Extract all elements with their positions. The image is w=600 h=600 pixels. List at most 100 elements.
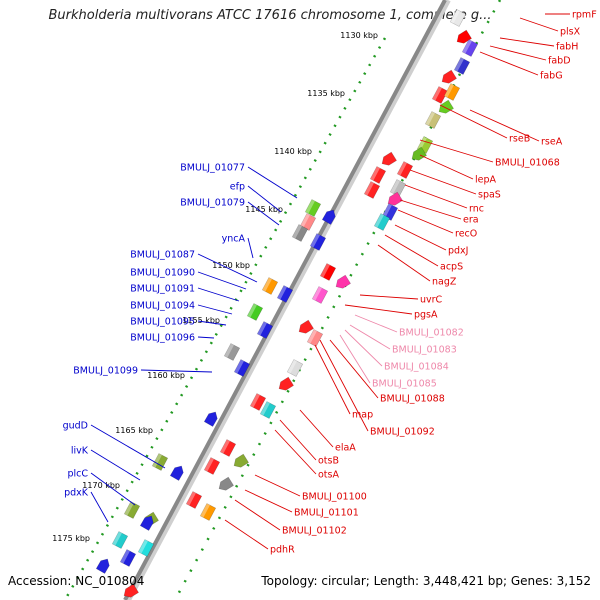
gene-feature (256, 321, 274, 339)
ruler-label: 1160 kbp (147, 371, 185, 380)
gene-feature (309, 233, 327, 251)
label-line (419, 154, 474, 180)
gene-feature (151, 453, 169, 471)
gene-feature (369, 166, 387, 184)
gene-feature (286, 359, 304, 377)
ruler-label: 1155 kbp (182, 316, 220, 325)
label-line (384, 234, 439, 267)
gene-label-right: era (463, 215, 479, 226)
gene-label-right: fabG (540, 71, 563, 82)
gene-feature (363, 181, 381, 199)
gene-feature (111, 531, 129, 549)
label-line (399, 199, 462, 220)
gene-feature (233, 359, 251, 377)
gene-label-left: BMULJ_01099 (73, 366, 138, 377)
gene-feature (424, 111, 442, 129)
gene-label-left: BMULJ_01091 (130, 284, 195, 295)
label-line (319, 339, 369, 432)
label-line (329, 339, 379, 399)
gene-label-right: acpS (440, 262, 463, 273)
gene-label-right: BMULJ_01092 (370, 427, 435, 438)
gene-feature (139, 515, 154, 531)
gene-feature (95, 558, 110, 574)
gene-feature (298, 319, 314, 334)
gene-feature (389, 179, 407, 197)
label-line (344, 304, 413, 315)
label-line (394, 224, 447, 251)
gene-label-right: lepA (475, 175, 497, 186)
ruler-scale: 1130 kbp 1135 kbp 1140 kbp 1145 kbp 1150 kbp… (52, 31, 387, 600)
gene-feature (259, 401, 277, 419)
gene-feature (246, 303, 264, 321)
label-line (254, 474, 301, 497)
gene-label-pink: BMULJ_01085 (372, 379, 437, 390)
gene-label-left: BMULJ_01096 (130, 333, 195, 344)
gene-label-left: BMULJ_01077 (180, 163, 245, 174)
gene-label-right: pgsA (414, 310, 438, 321)
gene-features (95, 9, 479, 598)
gene-label-left: pdxK (64, 488, 89, 499)
label-line (314, 344, 351, 415)
gene-label-right: elaA (335, 443, 356, 454)
label-line (344, 329, 383, 367)
gene-label-right: BMULJ_01101 (294, 508, 359, 519)
ruler-label: 1135 kbp (307, 89, 345, 98)
gene-feature (276, 285, 294, 303)
label-lines (90, 13, 570, 550)
label-line (409, 169, 477, 195)
accession-text: Accession: NC_010804 (8, 574, 145, 588)
gene-feature (249, 393, 267, 411)
gene-label-right: recO (455, 229, 477, 240)
ruler-label: 1140 kbp (274, 147, 312, 156)
gene-feature (319, 263, 337, 281)
gene-feature (335, 274, 351, 289)
label-line (377, 244, 431, 282)
label-line (279, 419, 317, 461)
label-line (359, 294, 419, 300)
label-line (140, 369, 213, 373)
gene-label-right: rseB (509, 134, 530, 145)
label-line (439, 104, 508, 139)
gene-label-left: BMULJ_01079 (180, 198, 245, 209)
gene-label-right: rseA (541, 137, 563, 148)
gene-feature (453, 57, 471, 75)
gene-feature (218, 476, 234, 491)
ruler-label: 1145 kbp (245, 205, 283, 214)
label-line (90, 424, 166, 469)
label-line (197, 320, 227, 326)
gene-label-right: otsA (318, 470, 339, 481)
ruler-label: 1150 kbp (212, 261, 250, 270)
label-line (349, 324, 391, 350)
label-line (197, 287, 240, 302)
gene-label-left: BMULJ_01087 (130, 250, 195, 261)
label-line (197, 304, 233, 315)
gene-feature (304, 199, 322, 217)
gene-label-left: BMULJ_01090 (130, 268, 195, 279)
gene-label-right: otsB (318, 456, 339, 467)
gene-feature (306, 329, 324, 347)
gene-label-right: rnc (469, 204, 484, 215)
gene-feature (461, 39, 479, 57)
label-line (499, 37, 555, 47)
ruler-label: 1130 kbp (340, 31, 378, 40)
topology-text: Topology: circular; Length: 3,448,421 bp… (261, 574, 591, 588)
gene-feature (261, 277, 279, 295)
gene-feature (203, 411, 218, 427)
gene-label-left: efp (230, 182, 245, 193)
label-line (419, 139, 494, 163)
gene-label-right: pdhR (270, 545, 295, 556)
label-line (197, 253, 258, 283)
label-line (247, 166, 298, 199)
gene-feature (381, 151, 397, 166)
gene-label-left: livK (71, 446, 89, 457)
gene-label-right: fabD (548, 56, 571, 67)
gene-label-pink: BMULJ_01082 (399, 328, 464, 339)
gene-feature (291, 224, 309, 242)
gene-feature (441, 69, 457, 84)
gene-feature (169, 465, 184, 481)
gene-feature (185, 491, 203, 509)
gene-feature (411, 146, 427, 161)
gene-feature (233, 453, 249, 468)
